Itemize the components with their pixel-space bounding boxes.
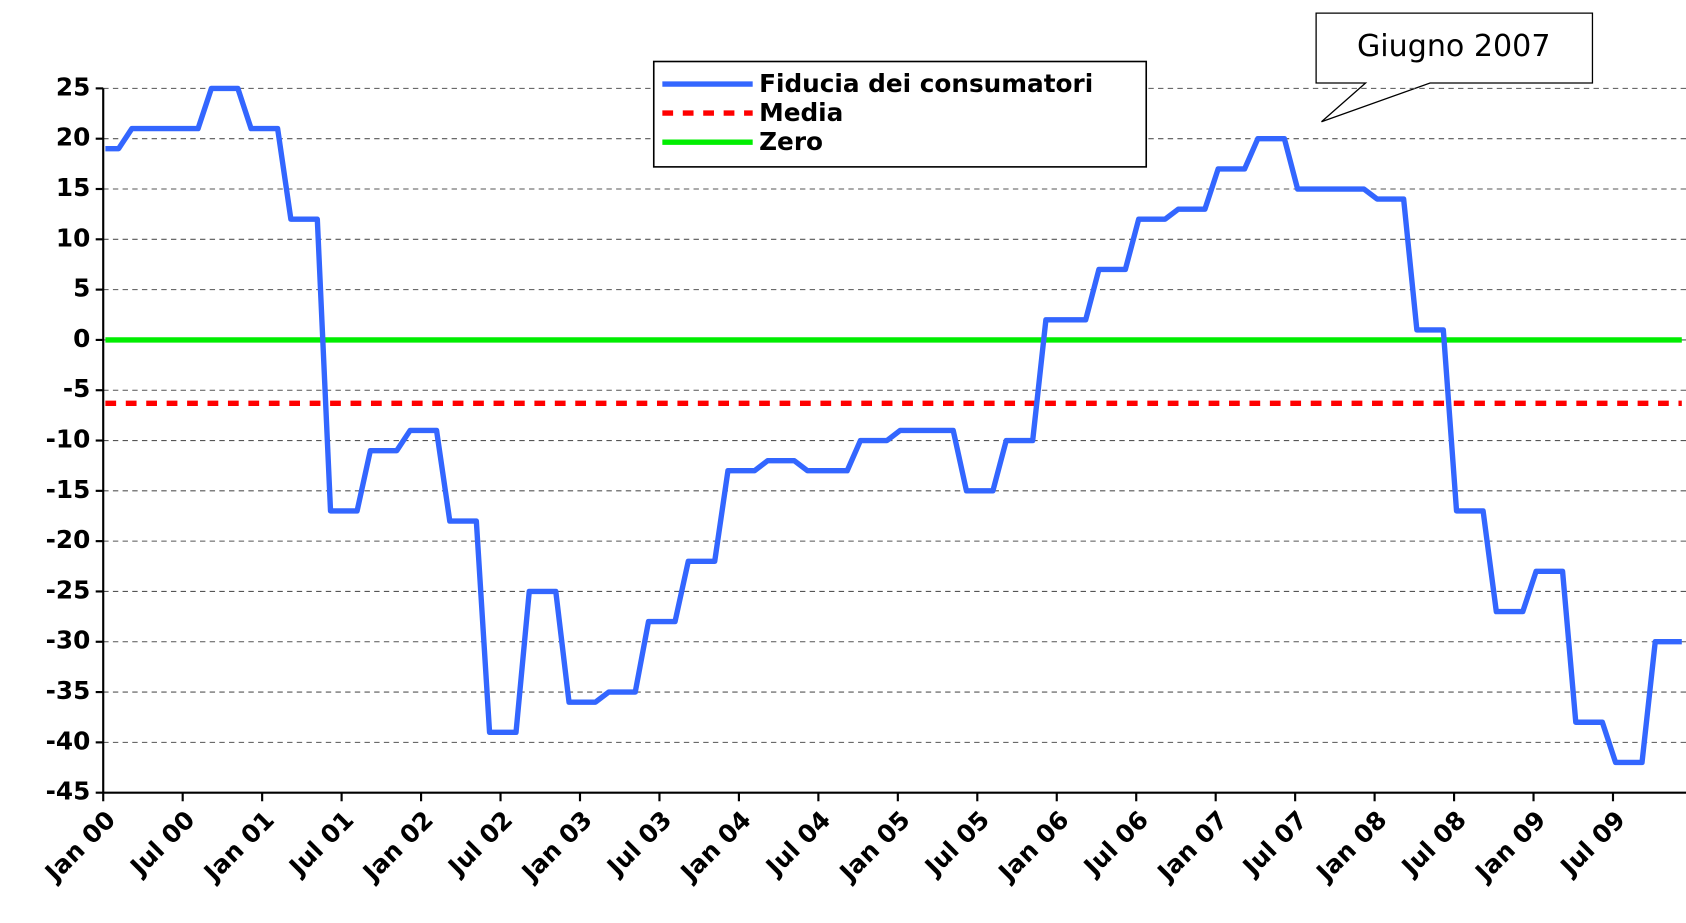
y-tick-label: 10 bbox=[56, 223, 90, 252]
x-tick-label: Jan 05 bbox=[833, 805, 916, 888]
legend-label: Media bbox=[759, 98, 843, 127]
y-tick-label: 25 bbox=[56, 72, 90, 101]
x-tick-label: Jan 03 bbox=[515, 805, 598, 888]
y-tick-label: 20 bbox=[56, 123, 90, 152]
x-tick-label: Jul 09 bbox=[1554, 805, 1631, 882]
x-tick-label: Jul 03 bbox=[600, 805, 677, 882]
y-tick-label: 0 bbox=[73, 324, 90, 353]
x-tick-label: Jul 02 bbox=[441, 805, 518, 882]
y-tick-label: -5 bbox=[63, 374, 90, 403]
legend-label: Fiducia dei consumatori bbox=[759, 69, 1093, 98]
y-tick-label: 5 bbox=[73, 274, 90, 303]
x-tick-label: Jul 00 bbox=[123, 805, 200, 882]
x-tick-label: Jan 01 bbox=[197, 805, 280, 888]
y-tick-label: -10 bbox=[46, 425, 91, 454]
callout-box bbox=[1315, 12, 1594, 123]
x-tick-label: Jan 07 bbox=[1150, 805, 1233, 888]
annotation: Giugno 2007 bbox=[1315, 12, 1594, 123]
x-tick-label: Jan 06 bbox=[991, 805, 1074, 888]
y-tick-label: -20 bbox=[46, 525, 91, 554]
y-tick-label: -25 bbox=[46, 575, 91, 604]
series-line bbox=[105, 85, 1682, 766]
x-tick-label: Jan 00 bbox=[38, 805, 121, 888]
x-tick-label: Jul 07 bbox=[1236, 805, 1313, 882]
x-tick-label: Jan 02 bbox=[356, 805, 439, 888]
x-tick-label: Jan 09 bbox=[1468, 805, 1551, 888]
x-tick-label: Jul 08 bbox=[1395, 805, 1472, 882]
x-tick-label: Jan 08 bbox=[1309, 805, 1392, 888]
annotation-text: Giugno 2007 bbox=[1357, 29, 1551, 64]
x-tick-label: Jul 05 bbox=[918, 805, 995, 882]
y-tick-label: -30 bbox=[46, 626, 91, 655]
y-tick-label: -45 bbox=[46, 777, 91, 806]
y-tick-label: 15 bbox=[56, 173, 90, 202]
x-tick-label: Jul 04 bbox=[759, 805, 836, 882]
x-tick-label: Jul 06 bbox=[1077, 805, 1154, 882]
x-tick-label: Jan 04 bbox=[674, 805, 757, 888]
legend-label: Zero bbox=[759, 127, 823, 156]
y-tick-label: -15 bbox=[46, 475, 91, 504]
y-tick-label: -35 bbox=[46, 676, 91, 705]
y-tick-label: -40 bbox=[46, 726, 91, 755]
x-tick-label: Jul 01 bbox=[282, 805, 359, 882]
legend-box bbox=[652, 60, 1148, 168]
